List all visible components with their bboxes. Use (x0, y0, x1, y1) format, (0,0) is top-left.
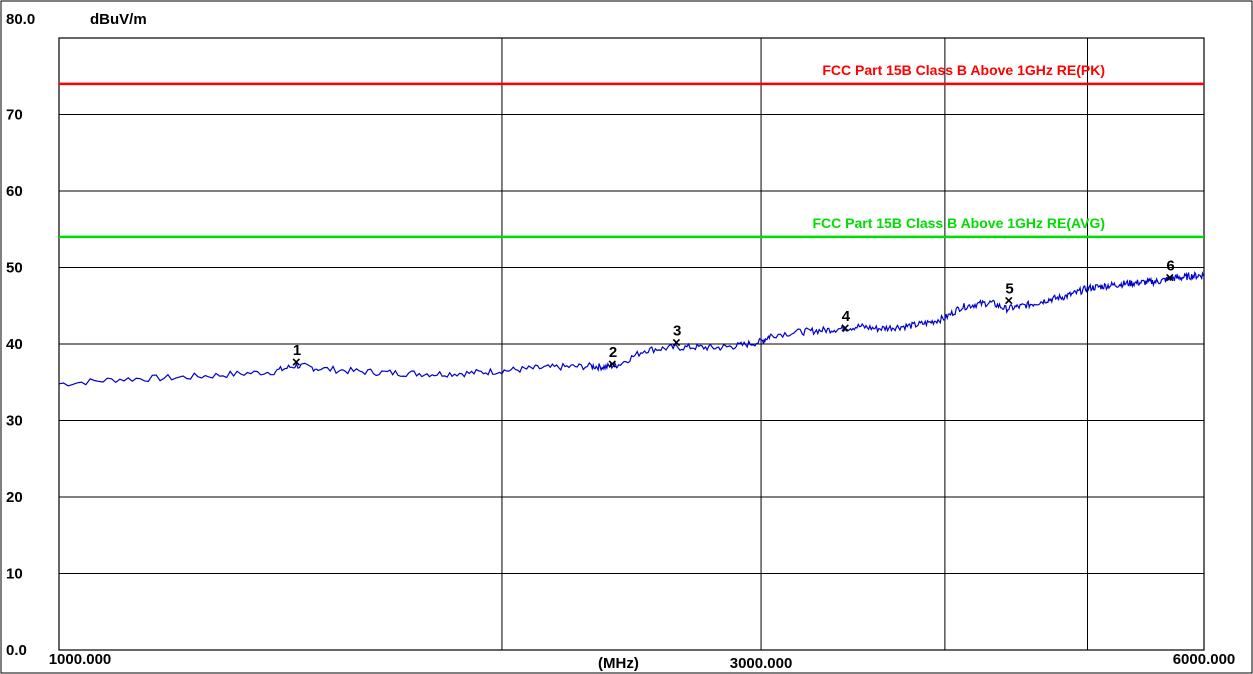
limit-lines: FCC Part 15B Class B Above 1GHz RE(PK) FC… (59, 62, 1204, 239)
grid (59, 38, 1204, 650)
marker-x: × (672, 335, 681, 352)
y-axis-unit: dBuV/m (90, 11, 147, 28)
peak-markers: ×1×2×3 ×4×5×6 (292, 258, 1175, 373)
marker-label: 4 (842, 308, 851, 325)
y-tick-label: 70 (6, 107, 23, 124)
x-axis-ticks: 1000.000 3000.000 6000.000 (49, 651, 1236, 672)
y-tick-label: 60 (6, 183, 23, 200)
y-tick-label: 40 (6, 336, 23, 353)
marker-label: 3 (673, 323, 681, 340)
marker-label: 1 (293, 342, 301, 359)
y-tick-label: 50 (6, 260, 23, 277)
y-tick-label: 0.0 (6, 642, 27, 659)
marker-x: × (1004, 293, 1013, 310)
marker-label: 6 (1166, 258, 1174, 275)
marker-x: × (1165, 270, 1174, 287)
trace-line (58, 271, 1205, 387)
limit-label: FCC Part 15B Class B Above 1GHz RE(PK) (822, 62, 1105, 78)
marker-label: 2 (609, 344, 617, 361)
y-tick-label: 10 (6, 566, 23, 583)
limit-label: FCC Part 15B Class B Above 1GHz RE(AVG) (812, 215, 1105, 231)
y-tick-label: 30 (6, 413, 23, 430)
marker-x: × (841, 320, 850, 337)
marker-x: × (292, 354, 301, 371)
marker-x: × (608, 356, 617, 373)
x-tick-label: 1000.000 (49, 651, 112, 668)
trace-series (58, 271, 1205, 387)
x-tick-label: 6000.000 (1173, 651, 1236, 668)
x-tick-label: 3000.000 (730, 655, 793, 672)
marker-label: 5 (1005, 281, 1013, 298)
y-axis-ticks: 80.0 70 60 50 40 30 20 10 0.0 (6, 11, 35, 659)
x-axis-label: (MHz) (598, 655, 639, 672)
y-tick-label: 80.0 (6, 11, 35, 28)
y-tick-label: 20 (6, 489, 23, 506)
